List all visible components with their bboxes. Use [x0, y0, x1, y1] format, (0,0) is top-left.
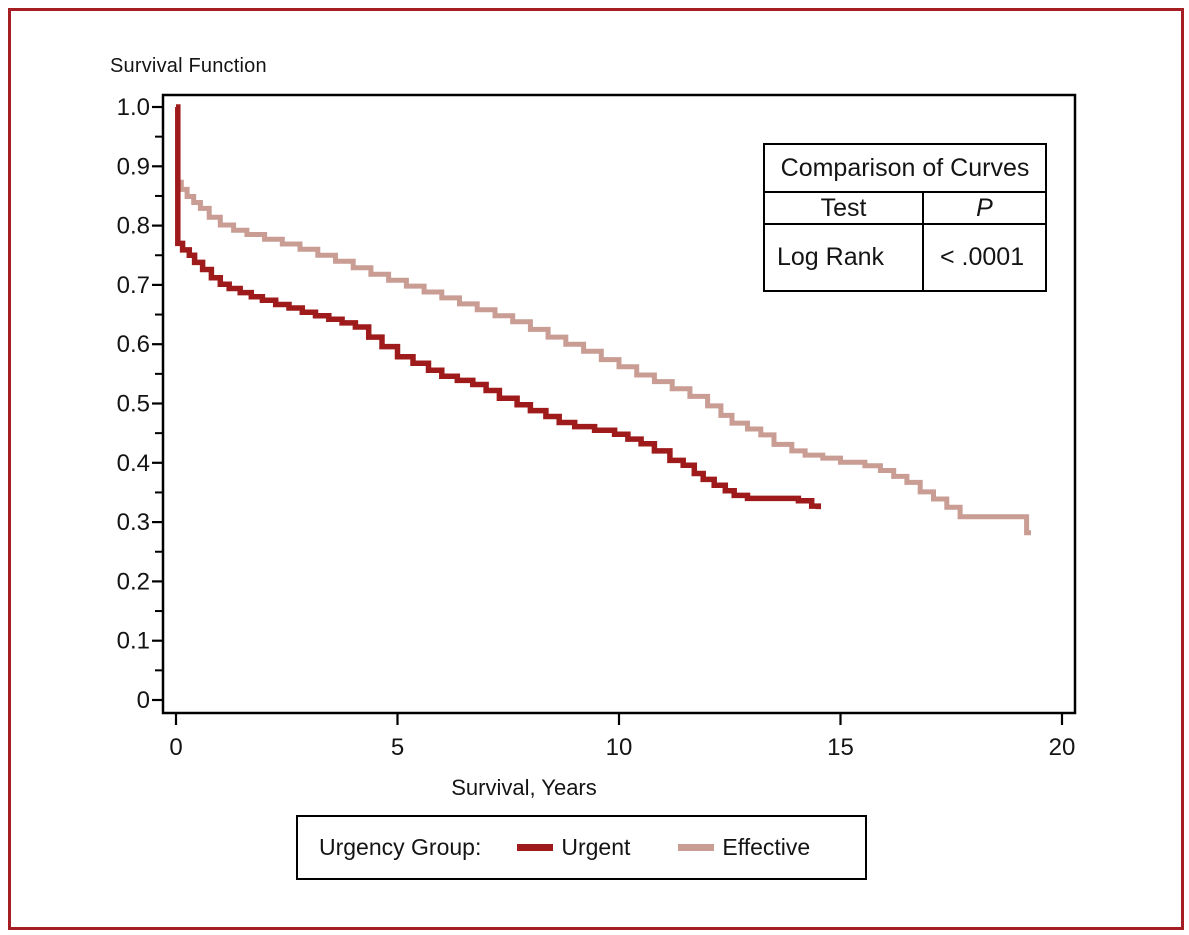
urgent-curve	[175, 104, 822, 510]
x-axis-ticks: 0 5 10 15 20	[169, 713, 1075, 761]
comparison-table-cell-pvalue: < .0001	[922, 223, 1047, 292]
survival-curves	[175, 104, 1031, 536]
y-tick-label: 0.3	[117, 509, 150, 536]
y-tick-label: 1.0	[117, 94, 150, 121]
comparison-table: Comparison of Curves Test P Log Rank < .…	[763, 143, 1047, 292]
comparison-table-header-p: P	[922, 191, 1047, 225]
effective-curve	[175, 104, 1031, 536]
y-tick-label: 0	[137, 687, 150, 714]
y-tick-label: 0.5	[117, 391, 150, 418]
effective-line-swatch	[678, 844, 715, 851]
y-tick-label: 0.4	[117, 450, 150, 477]
y-axis-ticks: 0 0.1 0.2 0.3 0.4 0.5 0.6 0.7 0.8 0.9 1.0	[117, 94, 163, 714]
comparison-table-header-test: Test	[763, 191, 924, 225]
x-tick-label: 10	[606, 734, 633, 761]
x-tick-label: 5	[391, 734, 404, 761]
y-tick-label: 0.8	[117, 213, 150, 240]
y-tick-label: 0.6	[117, 331, 150, 358]
urgent-line-swatch	[517, 844, 554, 851]
x-tick-label: 20	[1049, 734, 1076, 761]
legend-item-effective: Effective	[722, 834, 811, 860]
x-tick-label: 0	[169, 734, 182, 761]
y-tick-label: 0.7	[117, 272, 150, 299]
x-axis-label: Survival, Years	[451, 775, 597, 800]
legend-group-label: Urgency Group:	[319, 834, 482, 860]
page-title: Survival Function	[110, 55, 267, 77]
y-tick-label: 0.2	[117, 568, 150, 595]
comparison-table-title: Comparison of Curves	[763, 143, 1047, 193]
y-tick-label: 0.1	[117, 628, 150, 655]
y-tick-label: 0.9	[117, 153, 150, 180]
legend-item-urgent: Urgent	[561, 834, 631, 860]
comparison-table-cell-test: Log Rank	[763, 223, 924, 292]
x-tick-label: 15	[827, 734, 854, 761]
legend: Urgency Group: Urgent Effective	[296, 815, 867, 880]
